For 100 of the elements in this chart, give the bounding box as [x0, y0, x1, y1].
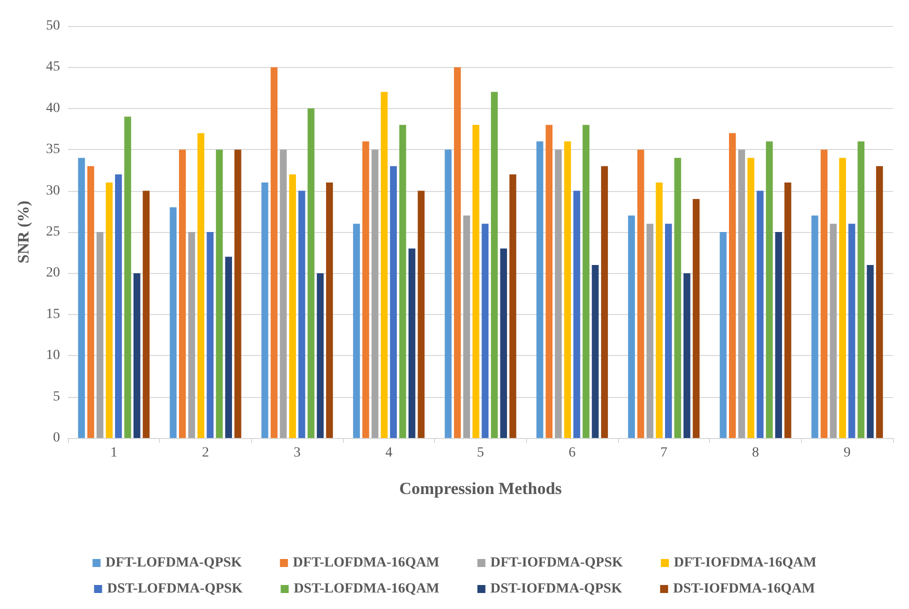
- x-tick-label: 9: [844, 446, 851, 460]
- bar: [665, 224, 672, 438]
- x-tick-label: 4: [385, 446, 392, 460]
- y-tick-label: 0: [53, 430, 60, 446]
- bar: [858, 141, 864, 438]
- bar: [554, 150, 562, 438]
- bar: [216, 150, 223, 438]
- x-axis-title: Compression Methods: [399, 479, 562, 498]
- bar: [811, 216, 818, 438]
- bar: [564, 141, 571, 438]
- bar: [820, 150, 828, 438]
- bar: [500, 248, 508, 438]
- bar: [637, 150, 644, 438]
- bar: [766, 141, 773, 438]
- bar: [684, 273, 690, 438]
- bar: [188, 232, 196, 438]
- y-tick-label: 25: [46, 224, 60, 240]
- legend-label: DFT-LOFDMA-16QAM: [292, 556, 440, 570]
- bar: [582, 124, 590, 438]
- legend-label: DFT-IOFDMA-QPSK: [490, 556, 623, 570]
- bar: [362, 141, 370, 438]
- bar: [490, 92, 498, 438]
- bar: [78, 158, 85, 438]
- bar: [454, 67, 461, 438]
- bar: [399, 124, 406, 438]
- x-tick-label: 1: [110, 446, 118, 460]
- x-tick-label: 3: [294, 446, 301, 460]
- bar: [646, 224, 654, 438]
- bar: [482, 224, 489, 438]
- bar: [418, 190, 425, 438]
- y-tick-label: 50: [46, 18, 60, 34]
- y-tick-label: 45: [46, 60, 60, 75]
- bar: [170, 207, 177, 438]
- bar: [353, 224, 360, 438]
- bar: [289, 174, 296, 438]
- bar: [601, 166, 608, 438]
- bar: [178, 150, 186, 438]
- bar: [830, 224, 837, 438]
- bar: [372, 150, 378, 438]
- x-tick-label: 6: [568, 446, 576, 460]
- x-tick-label: 8: [752, 446, 759, 460]
- bar: [756, 190, 764, 438]
- legend-label: DFT-IOFDMA-16QAM: [674, 556, 816, 570]
- bar: [674, 158, 682, 438]
- bar: [134, 273, 140, 438]
- bar: [390, 166, 397, 438]
- bar: [784, 182, 792, 438]
- bar: [197, 133, 204, 438]
- bar: [87, 166, 94, 438]
- legend-label: DST-IOFDMA-QPSK: [490, 582, 622, 596]
- legend-label: DFT-LOFDMA-QPSK: [106, 556, 242, 570]
- bar: [142, 190, 150, 438]
- bar: [298, 190, 306, 438]
- bar: [115, 174, 122, 438]
- y-tick-label: 30: [46, 183, 60, 198]
- bar: [124, 116, 132, 438]
- x-tick-label: 7: [660, 446, 668, 460]
- bar: [839, 158, 846, 438]
- bar: [96, 232, 104, 438]
- bar: [308, 108, 314, 438]
- bar: [509, 174, 516, 438]
- x-tick-label: 5: [477, 446, 484, 460]
- bar: [206, 232, 214, 438]
- bar: [463, 216, 470, 438]
- legend-label: DST-LOFDMA-16QAM: [294, 582, 440, 596]
- bar: [656, 182, 663, 438]
- bar: [234, 150, 242, 438]
- bar: [546, 124, 552, 438]
- y-tick-label: 5: [53, 389, 60, 404]
- bar: [628, 216, 635, 438]
- y-tick-label: 20: [46, 266, 60, 281]
- bar: [270, 67, 278, 438]
- bar: [592, 264, 599, 438]
- bar: [472, 124, 480, 438]
- bar: [536, 141, 544, 438]
- bar: [573, 190, 580, 438]
- bar: [106, 182, 113, 438]
- bar: [866, 264, 874, 438]
- legend-label: DST-LOFDMA-QPSK: [107, 582, 243, 596]
- bar: [747, 158, 754, 438]
- bar: [444, 150, 452, 438]
- bar: [876, 166, 883, 438]
- bar: [738, 150, 746, 438]
- y-tick-label: 40: [46, 100, 60, 116]
- bar: [225, 256, 232, 438]
- legend-label: DST-IOFDMA-16QAM: [673, 582, 815, 596]
- bar: [326, 182, 333, 438]
- x-tick-label: 2: [202, 446, 209, 460]
- bar: [720, 232, 727, 438]
- y-tick-label: 15: [46, 306, 60, 322]
- bar: [408, 248, 416, 438]
- bar: [692, 199, 700, 438]
- y-tick-label: 35: [46, 142, 60, 158]
- y-tick-label: 10: [46, 348, 60, 364]
- bar: [775, 232, 782, 438]
- bar: [728, 133, 736, 438]
- bar: [848, 224, 856, 438]
- bar: [261, 182, 268, 438]
- bar: [280, 150, 287, 438]
- y-axis-title: SNR (%): [16, 200, 32, 264]
